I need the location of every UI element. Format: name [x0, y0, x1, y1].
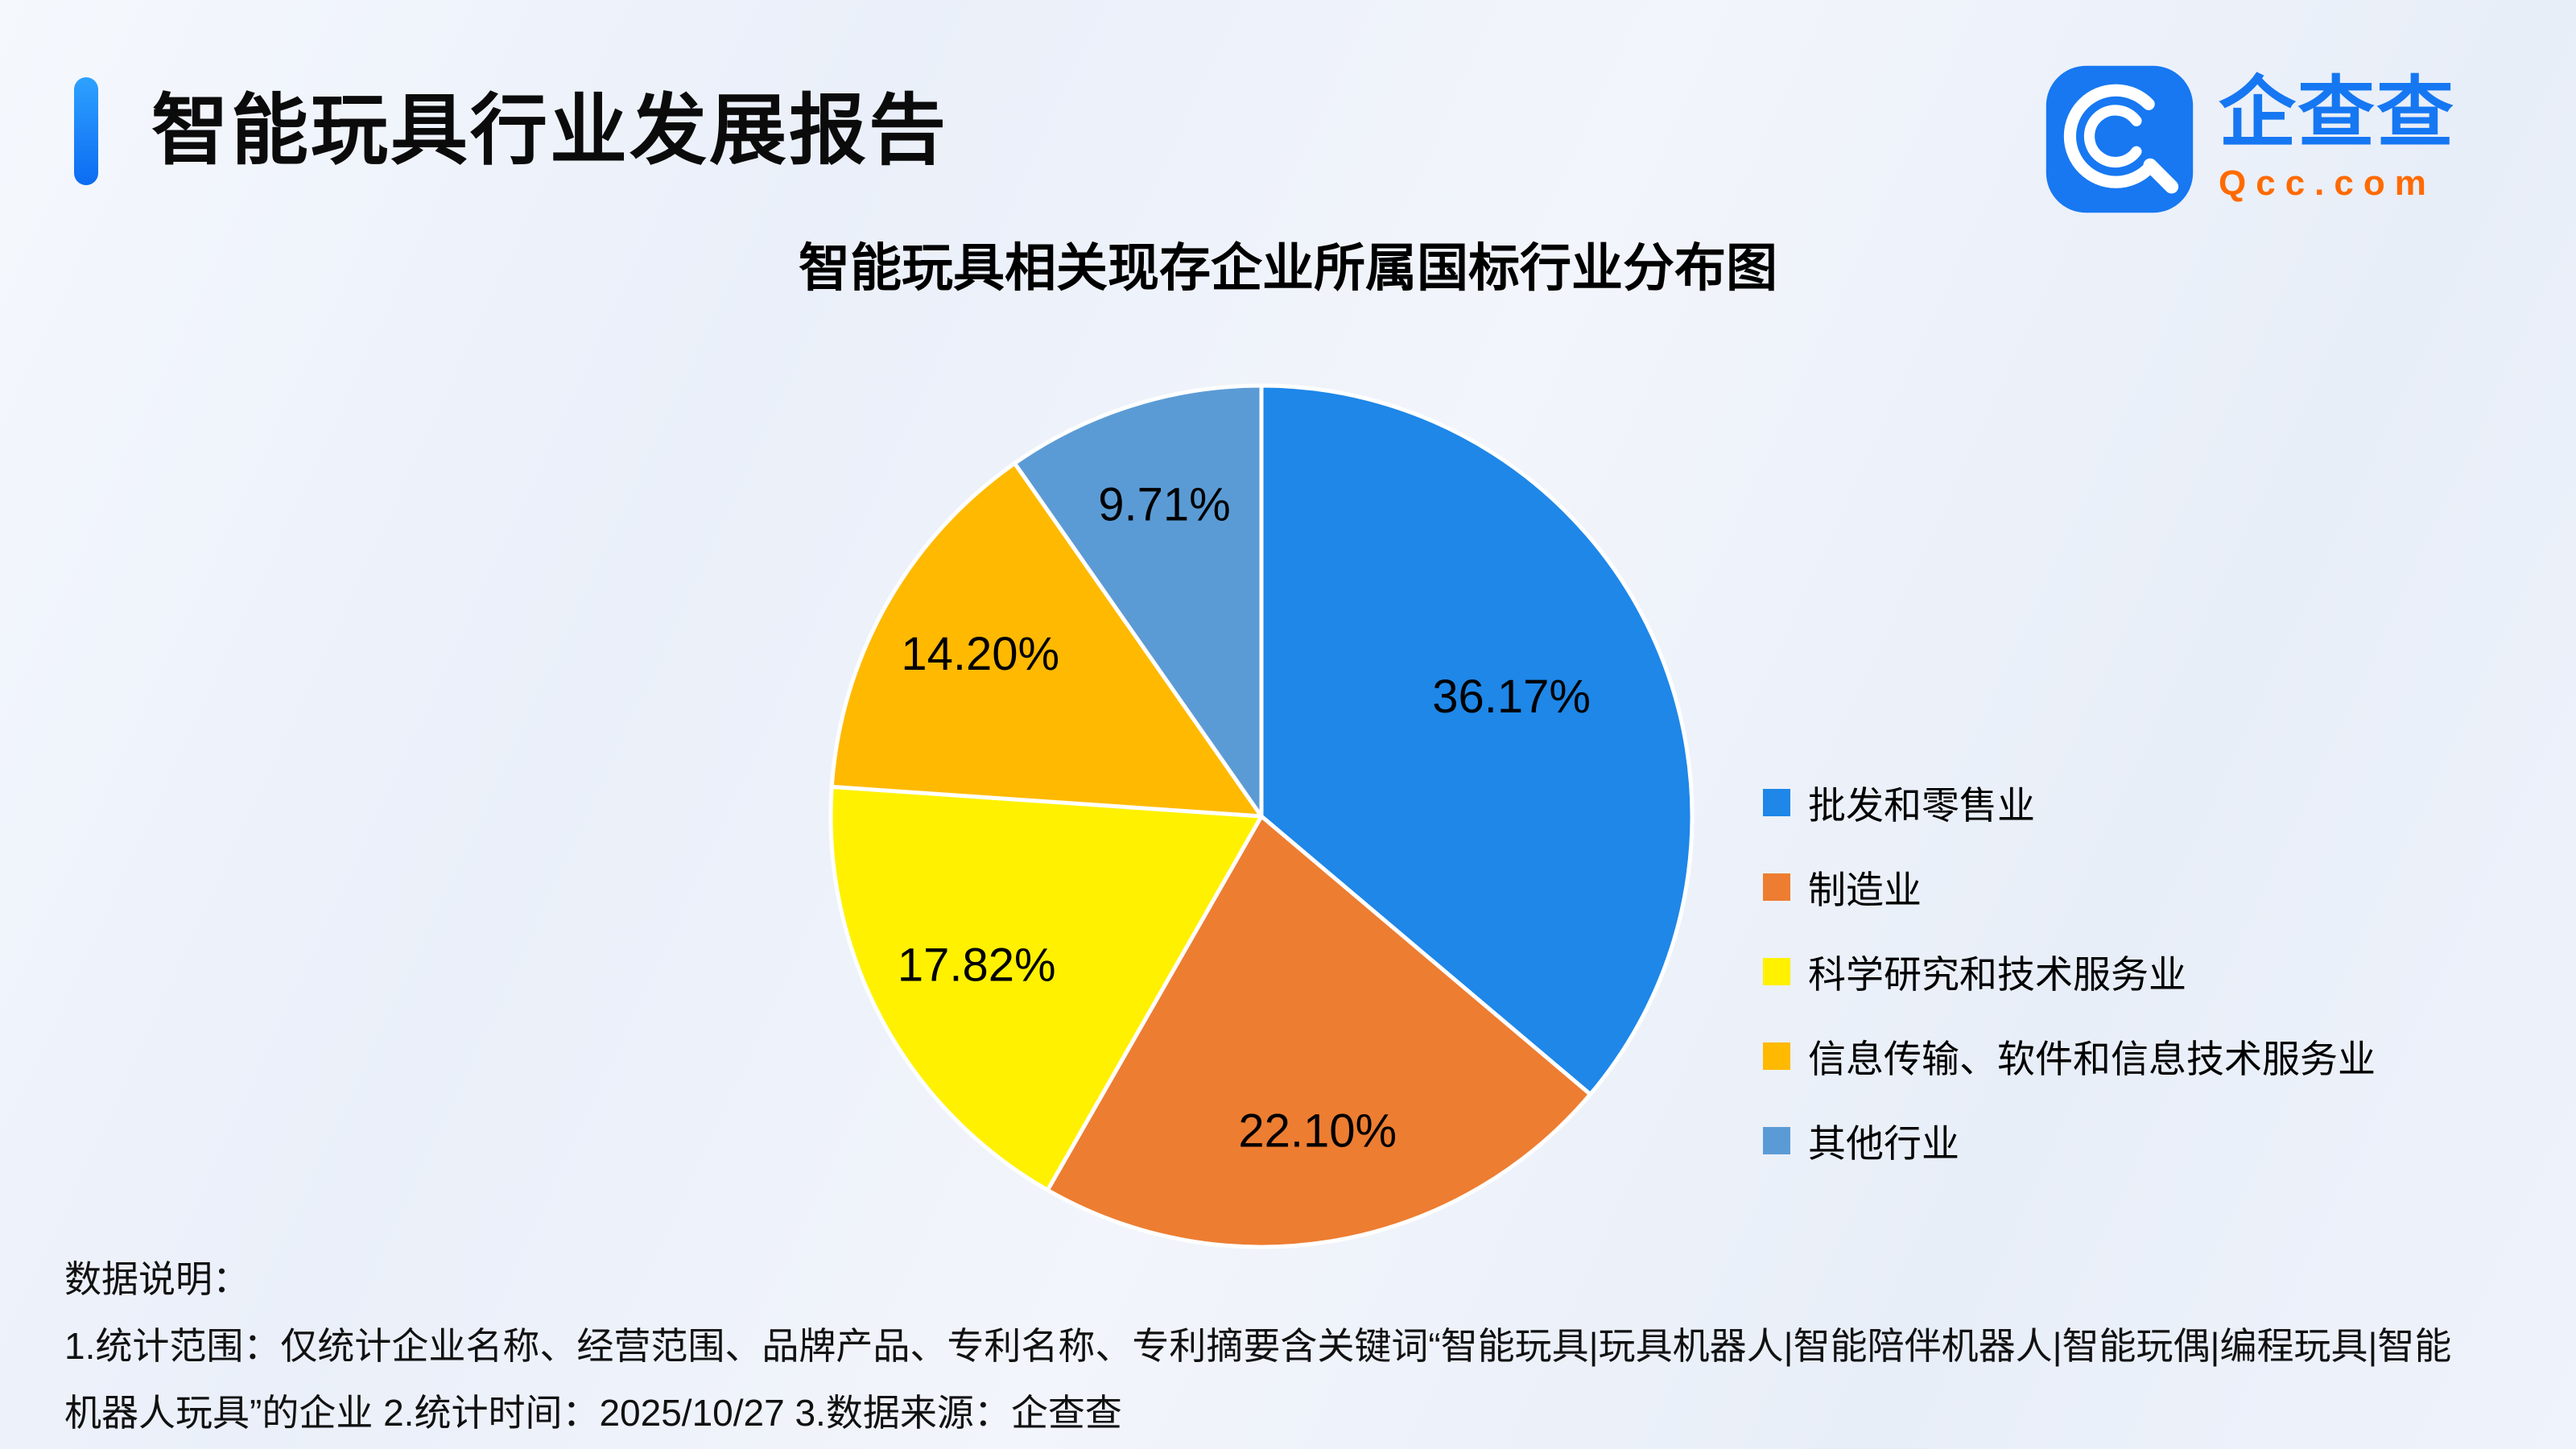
legend-label: 其他行业: [1808, 1122, 1959, 1165]
pie-label: 14.20%: [901, 628, 1059, 680]
legend-item: 批发和零售业: [1763, 774, 2376, 830]
page-title: 智能玩具行业发展报告: [151, 88, 948, 175]
legend-swatch: [1763, 1042, 1790, 1070]
report-header: 智能玩具行业发展报告: [74, 77, 948, 185]
chart-legend: 批发和零售业 制造业科学研究和技术服务业信息传输、软件和信息技术服务业 其他行业: [1763, 774, 2376, 1168]
legend-swatch: [1763, 873, 1790, 901]
legend-label: 批发和零售业: [1808, 784, 2035, 827]
legend-item: 信息传输、软件和信息技术服务业: [1763, 1028, 2376, 1084]
legend-swatch: [1763, 1126, 1790, 1154]
legend-label: 信息传输、软件和信息技术服务业: [1808, 1038, 2376, 1080]
legend-label: 科学研究和技术服务业: [1808, 953, 2186, 996]
pie-label: 17.82%: [898, 939, 1056, 992]
data-notes: 数据说明： 1.统计范围：仅统计企业名称、经营范围、品牌产品、专利名称、专利摘要…: [64, 1246, 2475, 1446]
pie-label: 22.10%: [1238, 1104, 1397, 1157]
pie-label: 36.17%: [1432, 671, 1591, 723]
notes-heading: 数据说明：: [64, 1258, 250, 1300]
legend-item: 其他行业: [1763, 1113, 2376, 1168]
title-accent-bar: [74, 77, 98, 185]
qcc-logo: 企查查 Qcc.com: [2043, 63, 2455, 216]
legend-swatch: [1763, 788, 1790, 816]
qcc-logo-text: 企查查: [2219, 70, 2455, 156]
notes-text: 1.统计范围：仅统计企业名称、经营范围、品牌产品、专利名称、专利摘要含关键词“智…: [64, 1324, 2452, 1434]
pie-slice-3: [828, 784, 1264, 1192]
qcc-logo-domain: Qcc.com: [2219, 163, 2436, 203]
pie-slice-2: [1045, 814, 1593, 1249]
legend-item: 制造业: [1763, 859, 2376, 914]
legend-item: 科学研究和技术服务业: [1763, 943, 2376, 999]
pie-chart: 36.17% 22.10% 17.82% 14.20% 9.71%: [828, 383, 1695, 1249]
pie-slice-4: [829, 461, 1264, 819]
qcc-logo-text-block: 企查查 Qcc.com: [2219, 75, 2455, 204]
pie-slice-5: [1012, 383, 1264, 819]
legend-label: 制造业: [1808, 869, 1922, 911]
legend-swatch: [1763, 957, 1790, 985]
pie-label: 9.71%: [1098, 479, 1230, 531]
chart-title: 智能玩具相关现存企业所属国标行业分布图: [799, 239, 1777, 297]
qcc-magnifier-icon: [2043, 63, 2196, 216]
pie-slice-1: [1259, 383, 1695, 1096]
